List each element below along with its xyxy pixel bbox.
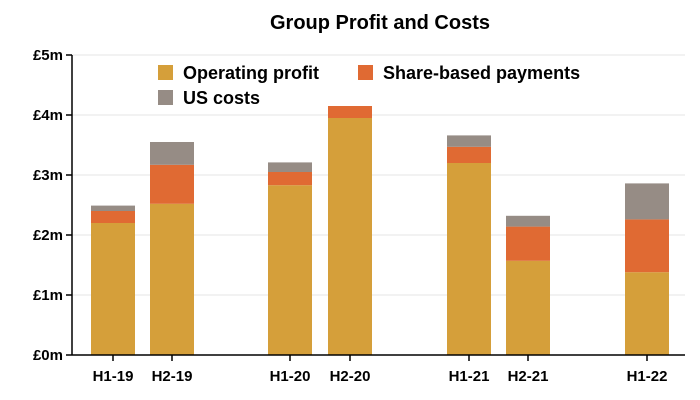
axes xyxy=(71,55,685,356)
bar-segment xyxy=(506,226,550,261)
legend-swatch xyxy=(158,65,173,80)
bar-segment xyxy=(447,135,491,147)
x-tick-label: H1-19 xyxy=(93,368,134,385)
bar-segment xyxy=(506,215,550,227)
legend-swatch xyxy=(358,65,373,80)
x-tick-label: H1-21 xyxy=(449,368,490,385)
x-tick-label: H2-19 xyxy=(152,368,193,385)
x-tick-label: H1-20 xyxy=(270,368,311,385)
x-tick-label: H2-20 xyxy=(330,368,371,385)
bar-segment xyxy=(91,211,135,223)
bar-segment xyxy=(268,172,312,186)
y-tick-label: £2m xyxy=(33,227,63,244)
bar-segment xyxy=(447,163,491,355)
bar-segment xyxy=(91,205,135,211)
x-tick-label: H2-21 xyxy=(508,368,549,385)
y-tick-label: £1m xyxy=(33,287,63,304)
bar-segment xyxy=(150,142,194,165)
bar-segment xyxy=(625,183,669,220)
y-tick-label: £0m xyxy=(33,347,63,364)
legend-label: Share-based payments xyxy=(383,63,580,83)
y-tick-label: £3m xyxy=(33,167,63,184)
legend-label: US costs xyxy=(183,88,260,108)
x-tick-label: H1-22 xyxy=(627,368,668,385)
legend-label: Operating profit xyxy=(183,63,319,83)
bar-segment xyxy=(506,260,550,355)
bar-segment xyxy=(268,185,312,355)
legend-swatch xyxy=(158,90,173,105)
bar-segment xyxy=(150,203,194,355)
legend: Operating profit Share-based payments US c… xyxy=(158,63,580,108)
y-tick-label: £4m xyxy=(33,107,63,124)
bar-segment xyxy=(150,164,194,204)
bar-segment xyxy=(625,272,669,355)
bar-segment xyxy=(91,223,135,355)
bars xyxy=(91,106,669,355)
bar-segment xyxy=(268,162,312,172)
y-ticks: £0m £1m £2m £3m £4m £5m xyxy=(33,47,72,364)
bar-segment xyxy=(447,146,491,163)
chart-title: Group Profit and Costs xyxy=(270,12,490,34)
bar-segment xyxy=(625,219,669,273)
bar-segment xyxy=(328,118,372,355)
bar-segment xyxy=(328,106,372,118)
y-tick-label: £5m xyxy=(33,47,63,64)
x-ticks: H1-19 H2-19 H1-20 H2-20 H1-21 H2-21 H1-22 xyxy=(93,355,668,385)
